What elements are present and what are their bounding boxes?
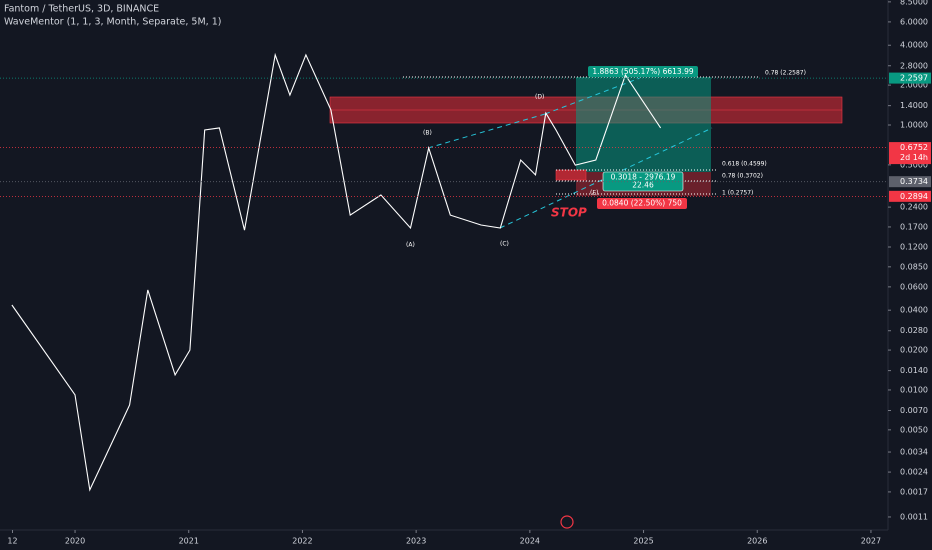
y-tick-label: 0.0140 [900, 366, 928, 375]
wave-label: (B) [423, 130, 432, 137]
y-tick-label: 0.1700 [900, 222, 928, 231]
price-tag-label: 0.3734 [900, 177, 928, 186]
y-tick-label: 0.0200 [900, 346, 928, 355]
target-label: 1.8863 (505.17%) 6613.99 [592, 67, 693, 76]
price-tag-label: 0.6752 [900, 143, 928, 152]
ratio-label: 22.46 [632, 181, 654, 190]
price-tag-label: 0.2894 [900, 192, 928, 201]
y-tick-label: 0.5000 [900, 160, 928, 169]
y-tick-label: 0.0400 [900, 306, 928, 315]
x-tick-label: 2020 [65, 537, 85, 546]
y-tick-label: 0.1200 [900, 242, 928, 251]
profit-zone [576, 77, 711, 172]
y-tick-label: 6.0000 [900, 17, 928, 26]
x-tick-label: 2027 [861, 537, 881, 546]
y-tick-label: 0.0024 [900, 468, 928, 477]
wave-label: (D) [535, 94, 544, 101]
y-tick-label: 0.0011 [900, 512, 928, 521]
fib-label: 1 (0.2757) [722, 190, 753, 197]
wave-label: (C) [500, 241, 509, 248]
x-tick-label: 2022 [292, 537, 312, 546]
risk-label: 0.0840 (22.50%) 750 [602, 199, 682, 208]
y-tick-label: 0.0034 [900, 448, 928, 457]
fib-label: 0.78 (2.2587) [765, 70, 806, 77]
wave-line [11, 52, 662, 492]
price-tag [889, 190, 931, 202]
x-tick-label: 2024 [520, 537, 540, 546]
y-tick-label: 1.4000 [900, 101, 928, 110]
logo-icon [560, 515, 574, 529]
y-tick-label: 0.0600 [900, 282, 928, 291]
y-tick-label: 0.0100 [900, 385, 928, 394]
price-tag [889, 72, 931, 84]
channel-line [544, 77, 641, 115]
channel-line [427, 113, 546, 149]
y-tick-label: 0.0280 [900, 326, 928, 335]
wave-label: (E) [590, 190, 598, 197]
y-tick-label: 4.0000 [900, 41, 928, 50]
stop-label: STOP [551, 206, 587, 220]
x-tick-label: 2021 [179, 537, 199, 546]
indicator-title: WaveMentor (1, 1, 3, Month, Separate, 5M… [4, 17, 221, 28]
price-tag-label: 2.2597 [900, 74, 928, 83]
y-tick-label: 0.0850 [900, 262, 928, 271]
risk-box [597, 198, 687, 209]
wave-label: (A) [406, 242, 415, 249]
price-tag [889, 176, 931, 188]
entry-label: 0.3018 - 2976.19 [611, 173, 676, 182]
y-tick-label: 1.0000 [900, 120, 928, 129]
x-tick-label: 2026 [747, 537, 767, 546]
y-tick-label: 0.0017 [900, 487, 928, 496]
target-box [588, 66, 698, 77]
x-tick-label: 2023 [406, 537, 426, 546]
small-zone [555, 169, 587, 181]
y-tick-label: 8.5000 [900, 0, 928, 6]
y-tick-label: 0.0070 [900, 406, 928, 415]
y-tick-label: 0.2400 [900, 203, 928, 212]
price-tag [889, 142, 931, 165]
y-tick-label: 0.0050 [900, 425, 928, 434]
fib-label: 0.618 (0.4599) [722, 161, 767, 168]
x-tick-label: 2025 [633, 537, 653, 546]
symbol-title: Fantom / TetherUS, 3D, BINANCE [4, 4, 159, 15]
y-tick-label: 2.0000 [900, 81, 928, 90]
x-tick-label: 12 [7, 537, 17, 546]
countdown-label: 2d 14h [900, 153, 928, 162]
fib-label: 0.78 (0.3702) [722, 173, 763, 180]
y-tick-label: 2.8000 [900, 61, 928, 70]
